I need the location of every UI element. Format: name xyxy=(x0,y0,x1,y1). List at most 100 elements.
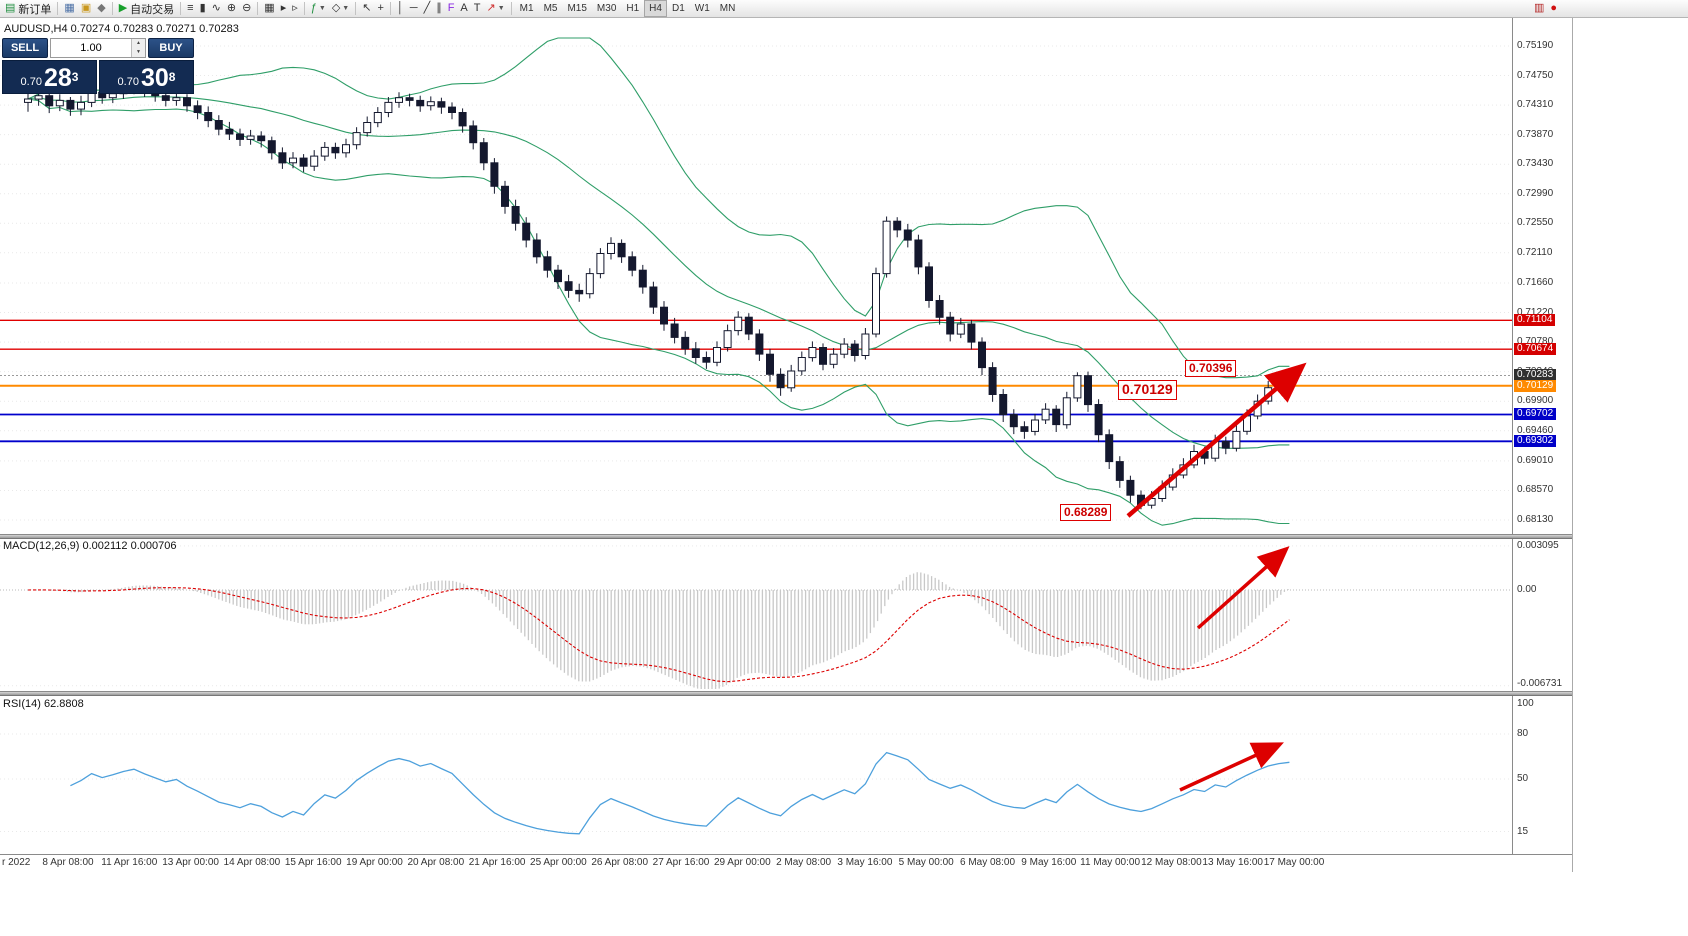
price-axis[interactable]: 0.75190 0.74750 0.74310 0.73870 0.73430 0.729… xyxy=(1513,18,1572,854)
time-axis[interactable]: r 2022 8 Apr 08:00 11 Apr 16:00 13 Apr 00:0… xyxy=(0,855,1572,872)
candle-body xyxy=(183,97,191,107)
timeframe-MN[interactable]: MN xyxy=(719,3,736,14)
crosshair-icon[interactable]: + xyxy=(374,1,386,17)
vertical-line-icon[interactable]: │ xyxy=(394,1,407,17)
zoom-in-icon[interactable]: ⊕ xyxy=(224,1,239,17)
sell-button[interactable]: SELL xyxy=(2,38,48,58)
tile-windows-icon[interactable]: ▦ xyxy=(261,1,277,17)
price-annotation[interactable]: 0.68289 xyxy=(1060,504,1112,521)
timeframe-H1[interactable]: H1 xyxy=(626,3,640,14)
objects-icon: ◇ xyxy=(331,2,341,14)
autotrade-button: ▶ xyxy=(118,2,128,14)
auto-scroll-icon[interactable]: ▸ xyxy=(278,1,290,17)
chart-shift-icon[interactable]: ▹ xyxy=(289,1,301,17)
autotrade-button[interactable]: ▶ 自动交易 xyxy=(116,1,177,17)
fibonacci-icon[interactable]: F xyxy=(445,1,458,17)
toolbar-items: ▤ 新订单 ▦ ▣ ◆ ▶ 自动交易 ≡ ▮ ∿ ⊕ ⊖ ▦ ▸ ▹ ƒ ▼ ◇ ▼ ↖ + │ ─ ╱ ∥ F A T ↗ ▼ xyxy=(2,1,515,17)
candle-body xyxy=(363,122,372,134)
time-axis-label: 25 Apr 00:00 xyxy=(530,857,587,868)
candle-body xyxy=(967,323,976,343)
channel-icon[interactable]: ∥ xyxy=(433,1,445,17)
candle-body xyxy=(755,333,764,355)
sound-icon: ◆ xyxy=(97,2,106,14)
auto-scroll-icon: ▸ xyxy=(280,2,287,14)
price-badge: 0.71104 xyxy=(1514,314,1556,327)
line-chart-icon[interactable]: ∿ xyxy=(209,1,224,17)
trendline-icon[interactable]: ╱ xyxy=(421,1,434,17)
candle-body xyxy=(214,120,223,130)
channel-icon: ∥ xyxy=(436,2,442,14)
price-annotation[interactable]: 0.70129 xyxy=(1118,380,1177,400)
timeframe-M15[interactable]: M15 xyxy=(567,3,587,14)
candle-body xyxy=(734,316,743,332)
candle-body xyxy=(691,348,700,358)
candle-body xyxy=(469,125,478,144)
candle-body xyxy=(935,300,944,318)
timeframe-H4[interactable]: H4 xyxy=(644,0,667,17)
volume-stepper-down[interactable]: ▼ xyxy=(132,48,145,57)
candle-body xyxy=(1094,404,1103,436)
alerts-icon[interactable]: ● xyxy=(1547,1,1560,17)
buy-button[interactable]: BUY xyxy=(148,38,194,58)
ask-price-sup: 8 xyxy=(168,70,176,84)
candle-body xyxy=(946,316,955,335)
toolbar-separator xyxy=(510,2,512,15)
profiles-icon[interactable]: ▣ xyxy=(78,1,94,17)
bid-price-prefix: 0.70 xyxy=(20,76,42,88)
candle-chart-icon[interactable]: ▮ xyxy=(197,1,209,17)
time-axis-label: 27 Apr 16:00 xyxy=(652,857,710,868)
trend-arrow[interactable] xyxy=(1126,362,1307,518)
timeframe-D1[interactable]: D1 xyxy=(671,3,685,14)
price-tick-label: 0.73430 xyxy=(1517,158,1554,170)
toolbar-separator xyxy=(303,2,305,15)
price-tick-label: 0.75190 xyxy=(1517,40,1554,51)
sound-icon[interactable]: ◆ xyxy=(94,1,108,17)
alerts-icon: ● xyxy=(1550,2,1557,14)
candle-body xyxy=(670,323,679,338)
timeframe-M5[interactable]: M5 xyxy=(543,3,558,14)
candle-body xyxy=(77,101,85,110)
arrows-icon[interactable]: ↗ ▼ xyxy=(484,1,508,17)
objects-icon[interactable]: ◇ ▼ xyxy=(329,1,352,17)
horizontal-line-icon[interactable]: ─ xyxy=(407,1,421,17)
candle-body xyxy=(395,97,403,103)
price-tick-label: 0.70780 xyxy=(1517,336,1554,348)
candle-body xyxy=(331,146,340,154)
volume-field: ▲ ▼ xyxy=(50,38,146,58)
depth-of-market-icon[interactable]: ▥ xyxy=(1531,1,1547,17)
zoom-out-icon[interactable]: ⊖ xyxy=(239,1,254,17)
text-icon[interactable]: A xyxy=(457,1,470,17)
price-annotation[interactable]: 0.70396 xyxy=(1185,360,1237,377)
toolbar-separator xyxy=(180,2,182,15)
candle-body xyxy=(458,112,467,127)
volume-stepper: ▲ ▼ xyxy=(131,39,145,57)
candle-body xyxy=(596,253,605,275)
chart-canvas[interactable] xyxy=(0,18,1512,872)
candle-body xyxy=(1232,430,1241,449)
indicators-icon: ƒ xyxy=(310,2,317,14)
panel-divider-rsi[interactable] xyxy=(0,691,1572,696)
candle-body xyxy=(405,97,414,101)
cursor-icon[interactable]: ↖ xyxy=(359,1,374,17)
timeframe-M30[interactable]: M30 xyxy=(596,3,617,14)
trend-arrow[interactable] xyxy=(1179,742,1284,792)
bar-chart-icon[interactable]: ≡ xyxy=(184,1,196,17)
macd-label: MACD(12,26,9) 0.002112 0.000706 xyxy=(3,540,177,552)
price-badge: 0.69302 xyxy=(1514,435,1557,448)
volume-stepper-up[interactable]: ▲ xyxy=(132,39,145,48)
timeframe-W1[interactable]: W1 xyxy=(694,3,710,14)
timeframe-M1[interactable]: M1 xyxy=(519,3,534,14)
panel-divider-macd[interactable] xyxy=(0,534,1572,539)
volume-input[interactable] xyxy=(51,41,131,55)
indicators-icon[interactable]: ƒ ▼ xyxy=(308,1,329,17)
bar-chart-icon: ≡ xyxy=(187,2,194,14)
chart-window-icon[interactable]: ▦ xyxy=(61,1,77,17)
candle-body xyxy=(1126,479,1135,496)
trend-arrow[interactable] xyxy=(1196,546,1290,630)
candle-body xyxy=(320,146,329,157)
candle-body xyxy=(797,357,806,372)
text-label-icon[interactable]: T xyxy=(471,1,484,17)
candle-body xyxy=(437,101,446,108)
price-tick-label: 0.68130 xyxy=(1517,514,1554,525)
new-order-button[interactable]: ▤ 新订单 xyxy=(2,1,54,17)
